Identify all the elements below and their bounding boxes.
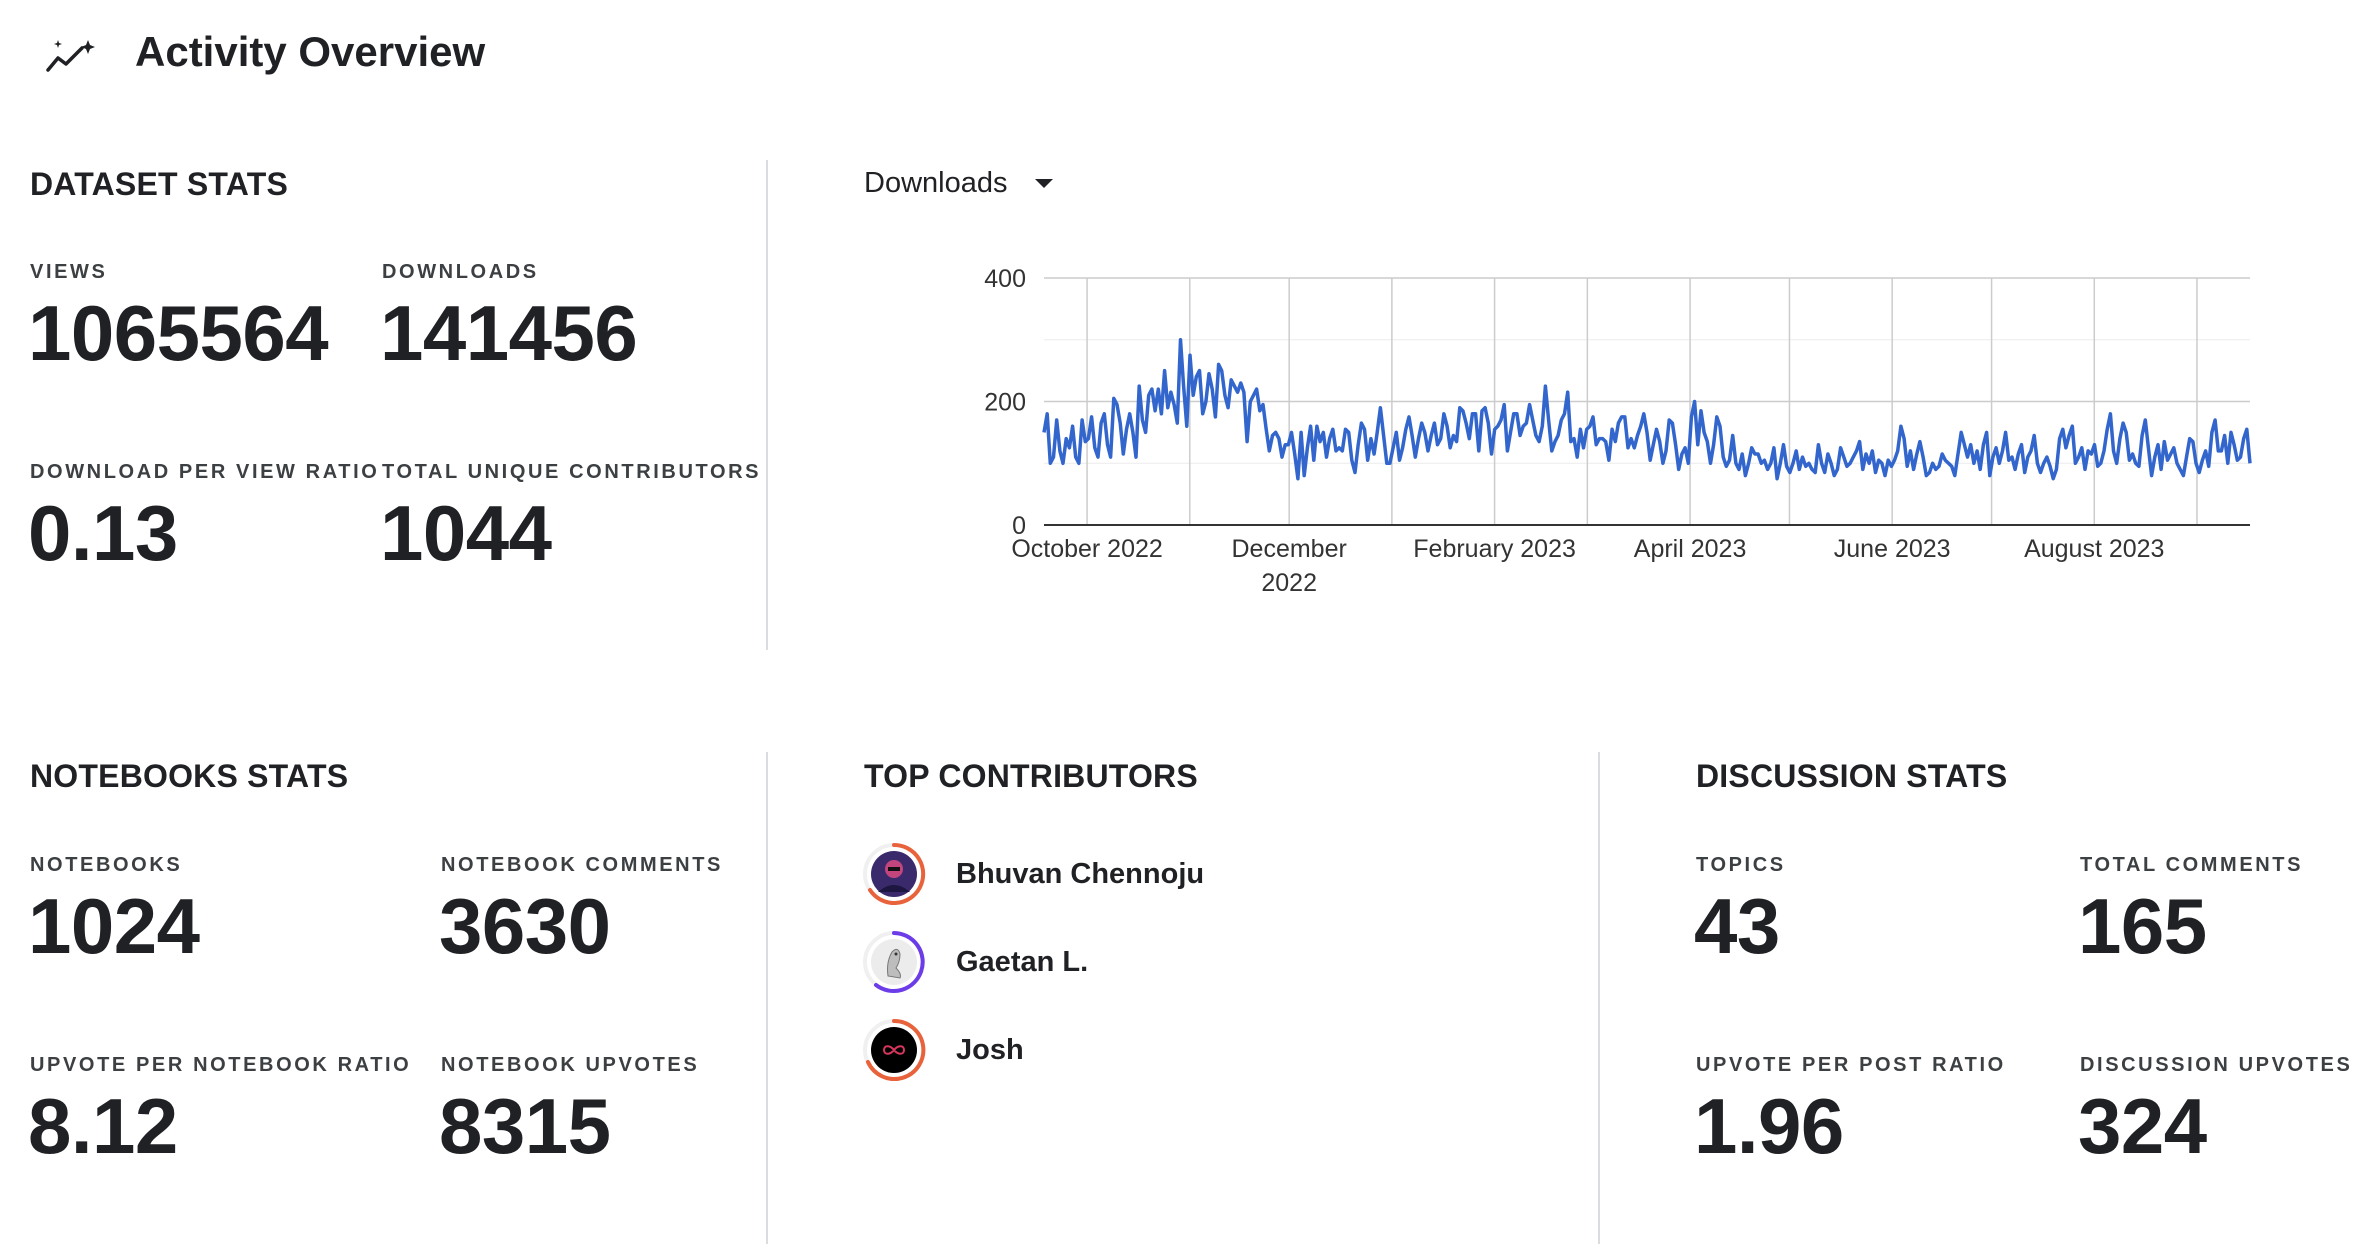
downloads-value: 141456 — [380, 289, 638, 377]
y-tick-label: 200 — [984, 389, 1026, 417]
upvote-per-notebook-ratio-value: 8.12 — [28, 1082, 178, 1170]
notebook-comments-label: NOTEBOOK COMMENTS — [441, 854, 723, 876]
avatar[interactable] — [862, 930, 926, 994]
notebooks-stats-title: NOTEBOOKS STATS — [30, 758, 349, 794]
contributor-item[interactable]: Bhuvan Chennoju — [862, 842, 1204, 906]
total-comments-label: TOTAL COMMENTS — [2080, 854, 2304, 876]
caret-down-icon — [1035, 178, 1054, 188]
page-title: Activity Overview — [135, 28, 486, 75]
download-per-view-ratio-value: 0.13 — [28, 489, 178, 577]
avatar[interactable] — [862, 1018, 926, 1082]
trending-sparkle-icon — [44, 36, 96, 76]
notebooks-value: 1024 — [28, 882, 200, 970]
notebook-upvotes-label: NOTEBOOK UPVOTES — [441, 1054, 700, 1076]
metric-dropdown-label: Downloads — [864, 166, 1008, 199]
x-tick-label: October 2022 — [1011, 535, 1163, 563]
notebooks-label: NOTEBOOKS — [30, 854, 183, 876]
dataset-stats-title: DATASET STATS — [30, 166, 288, 202]
divider — [766, 752, 768, 1244]
total-unique-contributors-label: TOTAL UNIQUE CONTRIBUTORS — [382, 461, 762, 483]
total-unique-contributors-value: 1044 — [380, 489, 552, 577]
notebook-comments-value: 3630 — [439, 882, 611, 970]
y-tick-label: 400 — [984, 265, 1026, 293]
upvote-per-post-ratio-value: 1.96 — [1694, 1082, 1844, 1170]
topics-label: TOPICS — [1696, 854, 1786, 876]
x-tick-label: August 2023 — [2024, 535, 2164, 563]
divider — [766, 160, 768, 650]
upvote-per-notebook-ratio-label: UPVOTE PER NOTEBOOK RATIO — [30, 1054, 412, 1076]
discussion-upvotes-label: DISCUSSION UPVOTES — [2080, 1054, 2353, 1076]
views-label: VIEWS — [30, 261, 108, 283]
top-contributors-title: TOP CONTRIBUTORS — [864, 758, 1198, 794]
x-tick-label: June 2023 — [1834, 535, 1951, 563]
contributor-name[interactable]: Josh — [956, 1033, 1024, 1066]
divider — [1598, 752, 1600, 1244]
notebook-upvotes-value: 8315 — [439, 1082, 611, 1170]
topics-value: 43 — [1694, 882, 1780, 970]
metric-dropdown[interactable]: Downloads — [864, 160, 1054, 206]
x-tick-label: February 2023 — [1413, 535, 1576, 563]
downloads-label: DOWNLOADS — [382, 261, 539, 283]
discussion-upvotes-value: 324 — [2078, 1082, 2207, 1170]
discussion-stats-title: DISCUSSION STATS — [1696, 758, 2008, 794]
x-tick-label: April 2023 — [1634, 535, 1747, 563]
views-value: 1065564 — [28, 289, 329, 377]
contributor-name[interactable]: Gaetan L. — [956, 945, 1089, 978]
total-comments-value: 165 — [2078, 882, 2207, 970]
y-tick-label: 0 — [1012, 512, 1026, 540]
contributor-item[interactable]: Gaetan L. — [862, 930, 1088, 994]
contributor-name[interactable]: Bhuvan Chennoju — [956, 857, 1205, 890]
x-tick-label: December 2022 — [1232, 535, 1347, 597]
contributor-item[interactable]: Josh — [862, 1018, 1024, 1082]
avatar[interactable] — [862, 842, 926, 906]
download-per-view-ratio-label: DOWNLOAD PER VIEW RATIO — [30, 461, 380, 483]
upvote-per-post-ratio-label: UPVOTE PER POST RATIO — [1696, 1054, 2006, 1076]
downloads-series-line — [1042, 338, 2252, 481]
